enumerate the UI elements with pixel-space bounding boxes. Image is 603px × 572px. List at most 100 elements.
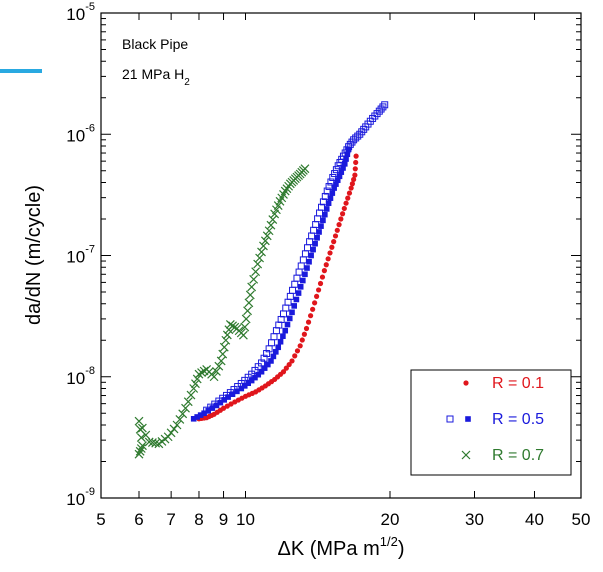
series-1-point bbox=[280, 333, 286, 339]
series-1-point bbox=[213, 402, 220, 409]
series-2-point bbox=[268, 339, 276, 347]
series-1-point bbox=[289, 309, 295, 316]
series-2-point bbox=[379, 103, 387, 111]
series-0-point bbox=[339, 211, 346, 217]
series-1-point bbox=[323, 206, 330, 212]
series-2-point bbox=[308, 232, 316, 240]
series-3-point bbox=[251, 267, 261, 277]
series-0-point bbox=[327, 250, 333, 256]
series-1-point bbox=[221, 397, 228, 403]
y-tick-label-base: 10 bbox=[66, 5, 85, 24]
series-1-point bbox=[336, 173, 343, 180]
series-1-point bbox=[297, 284, 304, 290]
series-3-point bbox=[192, 374, 202, 384]
series-3-point bbox=[257, 247, 266, 257]
annotation-box: Black Pipe 21 MPa H2 bbox=[122, 36, 190, 88]
y-tick-label: 10-9 bbox=[66, 486, 95, 509]
y-axis-ticks: 10-910-810-710-610-5 bbox=[66, 1, 581, 509]
series-3-point bbox=[221, 335, 231, 345]
series-1-point bbox=[284, 321, 291, 328]
series-2-point bbox=[297, 262, 305, 270]
series-1-point bbox=[338, 169, 345, 175]
series-3-point bbox=[212, 367, 221, 376]
series-3-point bbox=[194, 369, 204, 379]
y-tick-label-exponent: -7 bbox=[85, 244, 95, 256]
series-2 bbox=[203, 101, 389, 414]
data-marks bbox=[134, 101, 389, 459]
series-1-point bbox=[304, 265, 310, 271]
series-1-point bbox=[197, 412, 204, 418]
series-0-point bbox=[351, 176, 357, 183]
series-3-point bbox=[245, 290, 255, 300]
annotation-line-1: Black Pipe bbox=[122, 36, 188, 52]
series-0-point bbox=[331, 238, 337, 245]
legend-label: R = 0.1 bbox=[492, 375, 544, 392]
series-3-point bbox=[141, 430, 151, 440]
series-3-point bbox=[253, 259, 263, 269]
y-tick-label-base: 10 bbox=[66, 248, 85, 267]
series-3-point bbox=[191, 379, 200, 389]
series-0-point bbox=[323, 262, 329, 268]
y-tick-label: 10-6 bbox=[66, 122, 95, 145]
series-2-point bbox=[371, 112, 379, 120]
series-2-point bbox=[304, 244, 312, 252]
series-0-point bbox=[341, 205, 347, 212]
series-3-point bbox=[186, 390, 196, 400]
x-axis-ticks: 5 6 7 8 9 10 20 30 40 50 bbox=[96, 13, 590, 529]
series-0-point bbox=[353, 153, 359, 159]
series-2-point bbox=[312, 221, 320, 229]
series-2-point bbox=[369, 114, 377, 122]
legend-label: R = 0.5 bbox=[492, 411, 544, 428]
series-1-point bbox=[261, 365, 268, 371]
series-3-point bbox=[172, 420, 182, 430]
annotation-line-2-subscript: 2 bbox=[184, 77, 190, 88]
series-1-point bbox=[320, 217, 326, 224]
series-1-point bbox=[286, 315, 293, 322]
series-2-point bbox=[375, 107, 383, 115]
x-tick-label: 50 bbox=[572, 510, 591, 529]
series-3-point bbox=[197, 368, 206, 378]
series-1-point bbox=[341, 161, 348, 167]
series-3-point bbox=[238, 330, 248, 340]
series-3-point bbox=[222, 330, 232, 340]
legend-entry: R = 0.1 bbox=[463, 375, 544, 392]
series-3-point bbox=[225, 320, 235, 329]
series-1-point bbox=[333, 181, 339, 187]
series-3-point bbox=[243, 306, 252, 316]
series-3-point bbox=[268, 215, 278, 224]
series-0-point bbox=[286, 361, 292, 368]
series-0-point bbox=[329, 244, 335, 250]
series-2-point bbox=[360, 125, 368, 133]
series-1-point bbox=[238, 385, 245, 392]
series-0-point bbox=[299, 337, 305, 343]
series-1-point bbox=[340, 165, 346, 171]
series-3-point bbox=[300, 164, 310, 174]
series-3-point bbox=[264, 226, 274, 236]
series-2-point bbox=[356, 130, 364, 138]
y-tick-label-base: 10 bbox=[66, 369, 85, 388]
series-1-point bbox=[314, 234, 320, 241]
series-0-point bbox=[301, 331, 307, 337]
series-1-point bbox=[225, 394, 231, 400]
series-0-point bbox=[283, 365, 289, 371]
series-3-point bbox=[166, 428, 176, 438]
series-0-point bbox=[325, 256, 331, 262]
x-tick-label: 40 bbox=[525, 510, 544, 529]
x-tick-label: 9 bbox=[219, 510, 228, 529]
series-3-point bbox=[247, 282, 257, 292]
series-2-point bbox=[316, 209, 324, 217]
series-1-point bbox=[318, 223, 324, 229]
series-2-point bbox=[293, 274, 301, 282]
series-0-point bbox=[307, 313, 314, 319]
series-2-point bbox=[352, 134, 360, 142]
series-1-point bbox=[300, 277, 306, 284]
annotation-line-2: 21 MPa H2 bbox=[122, 66, 190, 88]
legend-frame bbox=[410, 369, 572, 476]
series-1-point bbox=[209, 405, 216, 411]
series-2-point bbox=[286, 292, 294, 300]
series-0-point bbox=[297, 343, 303, 349]
series-2-point bbox=[327, 178, 335, 186]
series-1-point bbox=[306, 258, 312, 265]
series-3-point bbox=[178, 409, 188, 419]
series-3-point bbox=[169, 424, 179, 434]
